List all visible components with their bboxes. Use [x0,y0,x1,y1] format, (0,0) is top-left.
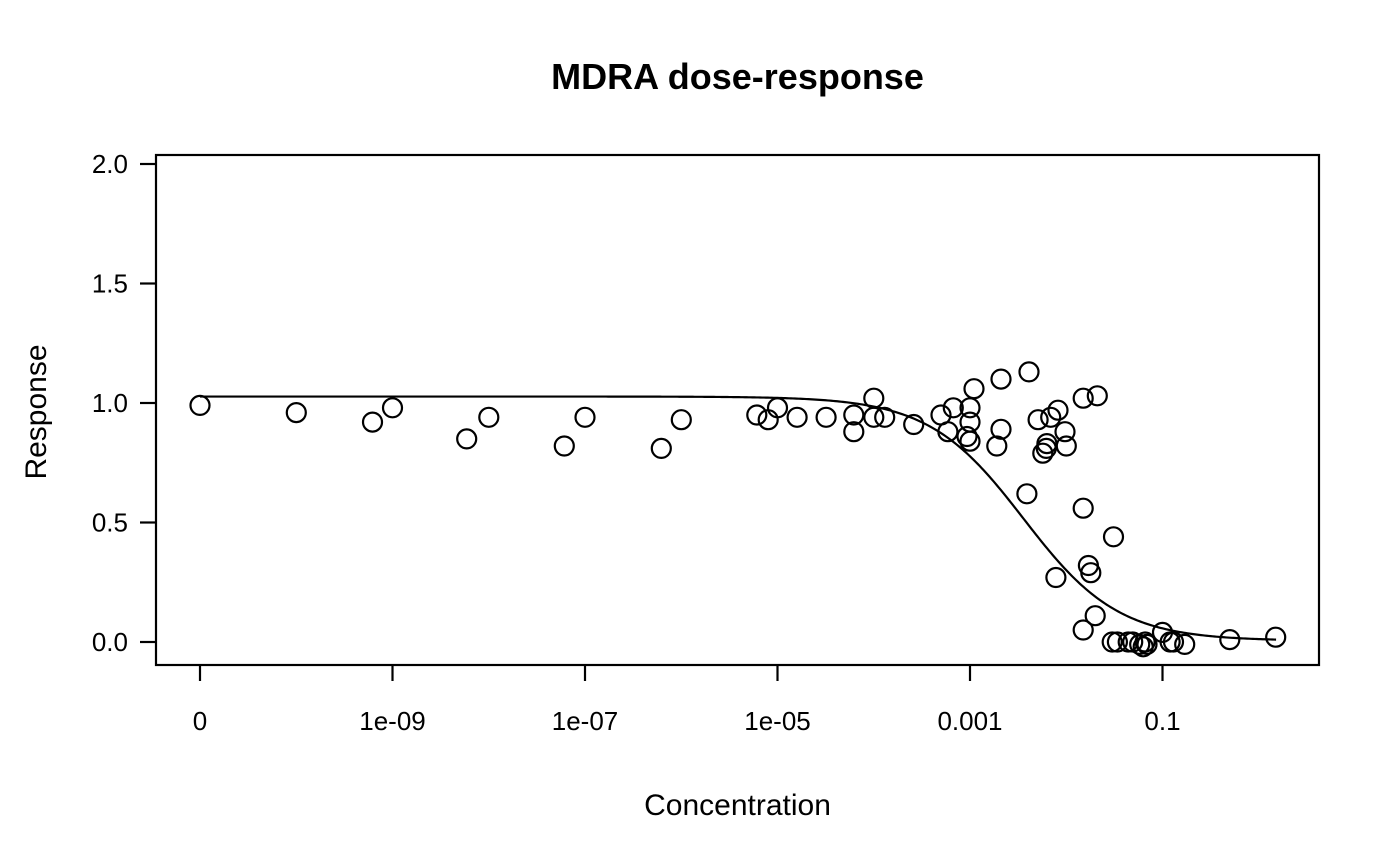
data-point [1045,566,1067,589]
x-tick-label: 0.001 [937,706,1002,736]
data-point [874,406,896,428]
data-point [815,406,837,428]
data-point [456,428,478,450]
chart-title: MDRA dose-response [551,56,924,97]
x-tick-label: 1e-05 [744,706,811,736]
data-point [1265,626,1287,648]
data-point [1084,605,1106,627]
data-point [1174,633,1196,656]
data-point [189,394,211,416]
data-point [1032,442,1054,464]
data-point [670,409,692,431]
data-point [1016,483,1038,505]
y-tick-label: 2.0 [92,149,128,179]
data-point [937,421,959,443]
data-point [1040,406,1062,428]
data-point [1027,409,1049,431]
data-point [990,418,1012,440]
data-point [1102,526,1125,548]
y-tick-label: 0.5 [92,508,128,538]
data-point [361,411,384,433]
x-tick-label: 0 [193,706,207,736]
y-axis-title: Response [20,344,53,480]
data-point [863,406,885,428]
x-tick-label: 0.1 [1144,706,1180,736]
data-point [650,437,672,459]
data-point [959,430,981,452]
x-tick-label: 1e-07 [552,706,619,736]
data-point [843,421,865,443]
data-point [863,387,885,409]
data-point [478,406,500,428]
data-point [1054,421,1076,443]
data-point [1162,631,1185,653]
data-point [553,435,575,457]
data-point [285,402,307,424]
data-point [942,397,964,419]
data-point [786,406,808,428]
data-point [1106,631,1129,653]
y-tick-label: 1.5 [92,269,128,299]
plot-box [154,153,1321,667]
data-point [381,397,404,419]
data-point [757,409,779,431]
data-point [903,413,925,436]
data-point [1072,619,1094,641]
data-point [1219,628,1241,651]
data-point [1018,361,1040,383]
data-point [1136,633,1158,656]
data-point [746,404,768,426]
fit-curve [200,395,1277,641]
data-point [1047,399,1069,421]
data-point [956,425,978,448]
data-point [1134,631,1156,653]
data-point [963,378,985,400]
data-point [1080,562,1102,584]
x-tick-label: 1e-09 [359,706,426,736]
data-point [990,368,1012,390]
data-point [959,411,981,433]
data-point [766,397,789,419]
data-point [1072,387,1094,409]
y-tick-label: 0.0 [92,627,128,657]
y-tick-label: 1.0 [92,388,128,418]
data-point [1072,497,1094,519]
data-point [1101,631,1123,653]
data-point [1055,435,1077,457]
data-point [986,435,1008,457]
data-point [843,404,865,426]
data-point [574,406,596,428]
x-axis-title: Concentration [644,789,831,822]
data-point [1086,385,1108,407]
